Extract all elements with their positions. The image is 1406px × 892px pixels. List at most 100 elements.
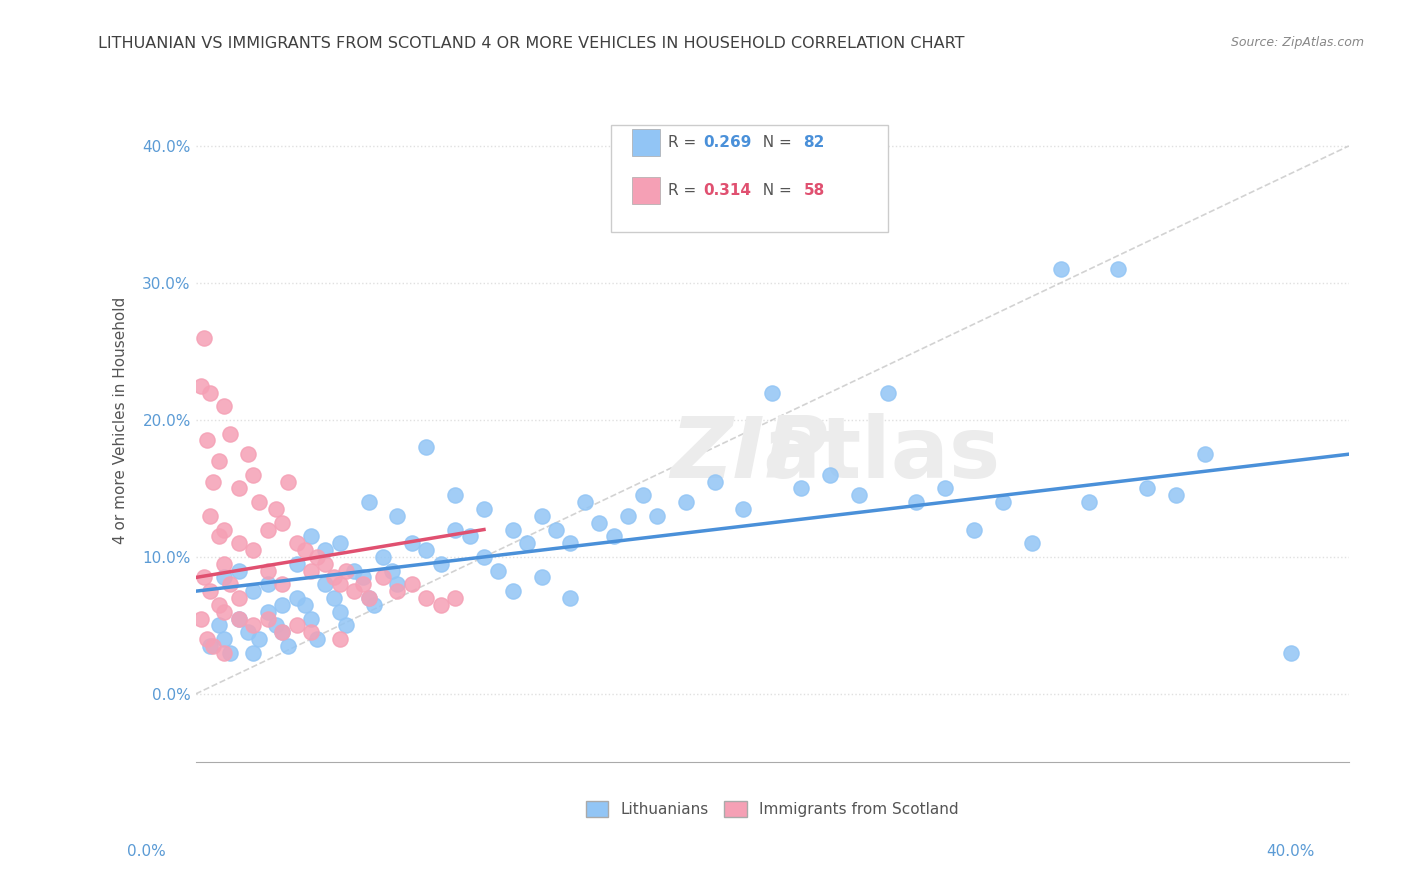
Point [458,529,481,543]
Point [1049,262,1071,277]
Point [242,584,264,599]
Point [195,632,218,647]
Point [236,625,259,640]
Point [357,495,380,509]
Point [193,331,215,345]
FancyBboxPatch shape [631,177,661,204]
Point [294,543,316,558]
Point [236,447,259,461]
Point [588,516,610,530]
Point [733,502,755,516]
Y-axis label: 4 or more Vehicles in Household: 4 or more Vehicles in Household [114,296,128,543]
Point [228,536,250,550]
Point [228,564,250,578]
Point [472,502,495,516]
FancyBboxPatch shape [631,128,661,156]
Point [271,516,294,530]
Point [401,577,423,591]
Point [256,564,278,578]
Point [208,529,231,543]
FancyBboxPatch shape [610,126,887,232]
Point [544,523,567,537]
Point [675,495,697,509]
Text: N =: N = [752,183,796,198]
Point [190,378,212,392]
Point [343,584,366,599]
Text: 58: 58 [803,183,825,198]
Point [761,385,783,400]
Point [201,475,224,489]
Point [208,598,231,612]
Point [271,577,294,591]
Point [1164,488,1187,502]
Point [401,536,423,550]
Point [444,523,467,537]
Point [329,536,352,550]
Point [617,508,640,523]
Point [790,482,813,496]
Point [271,598,294,612]
Point [329,577,352,591]
Point [323,591,346,605]
Point [256,605,278,619]
Text: atlas: atlas [762,413,1001,496]
Point [560,591,582,605]
Point [242,467,264,482]
Point [1279,646,1302,660]
Text: N =: N = [752,135,796,150]
Point [219,646,242,660]
Point [214,632,236,647]
Point [294,598,316,612]
Point [285,591,308,605]
Point [266,502,288,516]
Point [299,625,322,640]
Text: R =: R = [668,183,702,198]
Point [329,605,352,619]
Point [228,591,250,605]
Point [905,495,928,509]
Point [214,523,236,537]
Point [1078,495,1101,509]
Point [329,632,352,647]
Point [516,536,538,550]
Point [429,557,451,571]
Text: 0.269: 0.269 [703,135,751,150]
Point [247,632,270,647]
Point [214,605,236,619]
Point [645,508,668,523]
Point [193,570,215,584]
Text: 0.314: 0.314 [703,183,751,198]
Point [219,577,242,591]
Point [219,426,242,441]
Point [214,570,236,584]
Point [560,536,582,550]
Point [876,385,898,400]
Point [444,488,467,502]
Point [574,495,596,509]
Point [256,523,278,537]
Point [530,508,553,523]
Legend: Lithuanians, Immigrants from Scotland: Lithuanians, Immigrants from Scotland [579,795,965,823]
Point [472,549,495,564]
Point [444,591,467,605]
Point [387,508,409,523]
Point [323,570,346,584]
Point [198,639,221,653]
Point [1194,447,1216,461]
Point [631,488,654,502]
Point [387,584,409,599]
Point [277,639,299,653]
Point [299,564,322,578]
Point [415,440,437,454]
Point [190,611,212,625]
Point [256,577,278,591]
Point [214,646,236,660]
Point [271,625,294,640]
Point [415,543,437,558]
Point [198,508,221,523]
Point [818,467,841,482]
Text: Source: ZipAtlas.com: Source: ZipAtlas.com [1230,36,1364,49]
Point [256,611,278,625]
Point [299,611,322,625]
Point [1136,482,1159,496]
